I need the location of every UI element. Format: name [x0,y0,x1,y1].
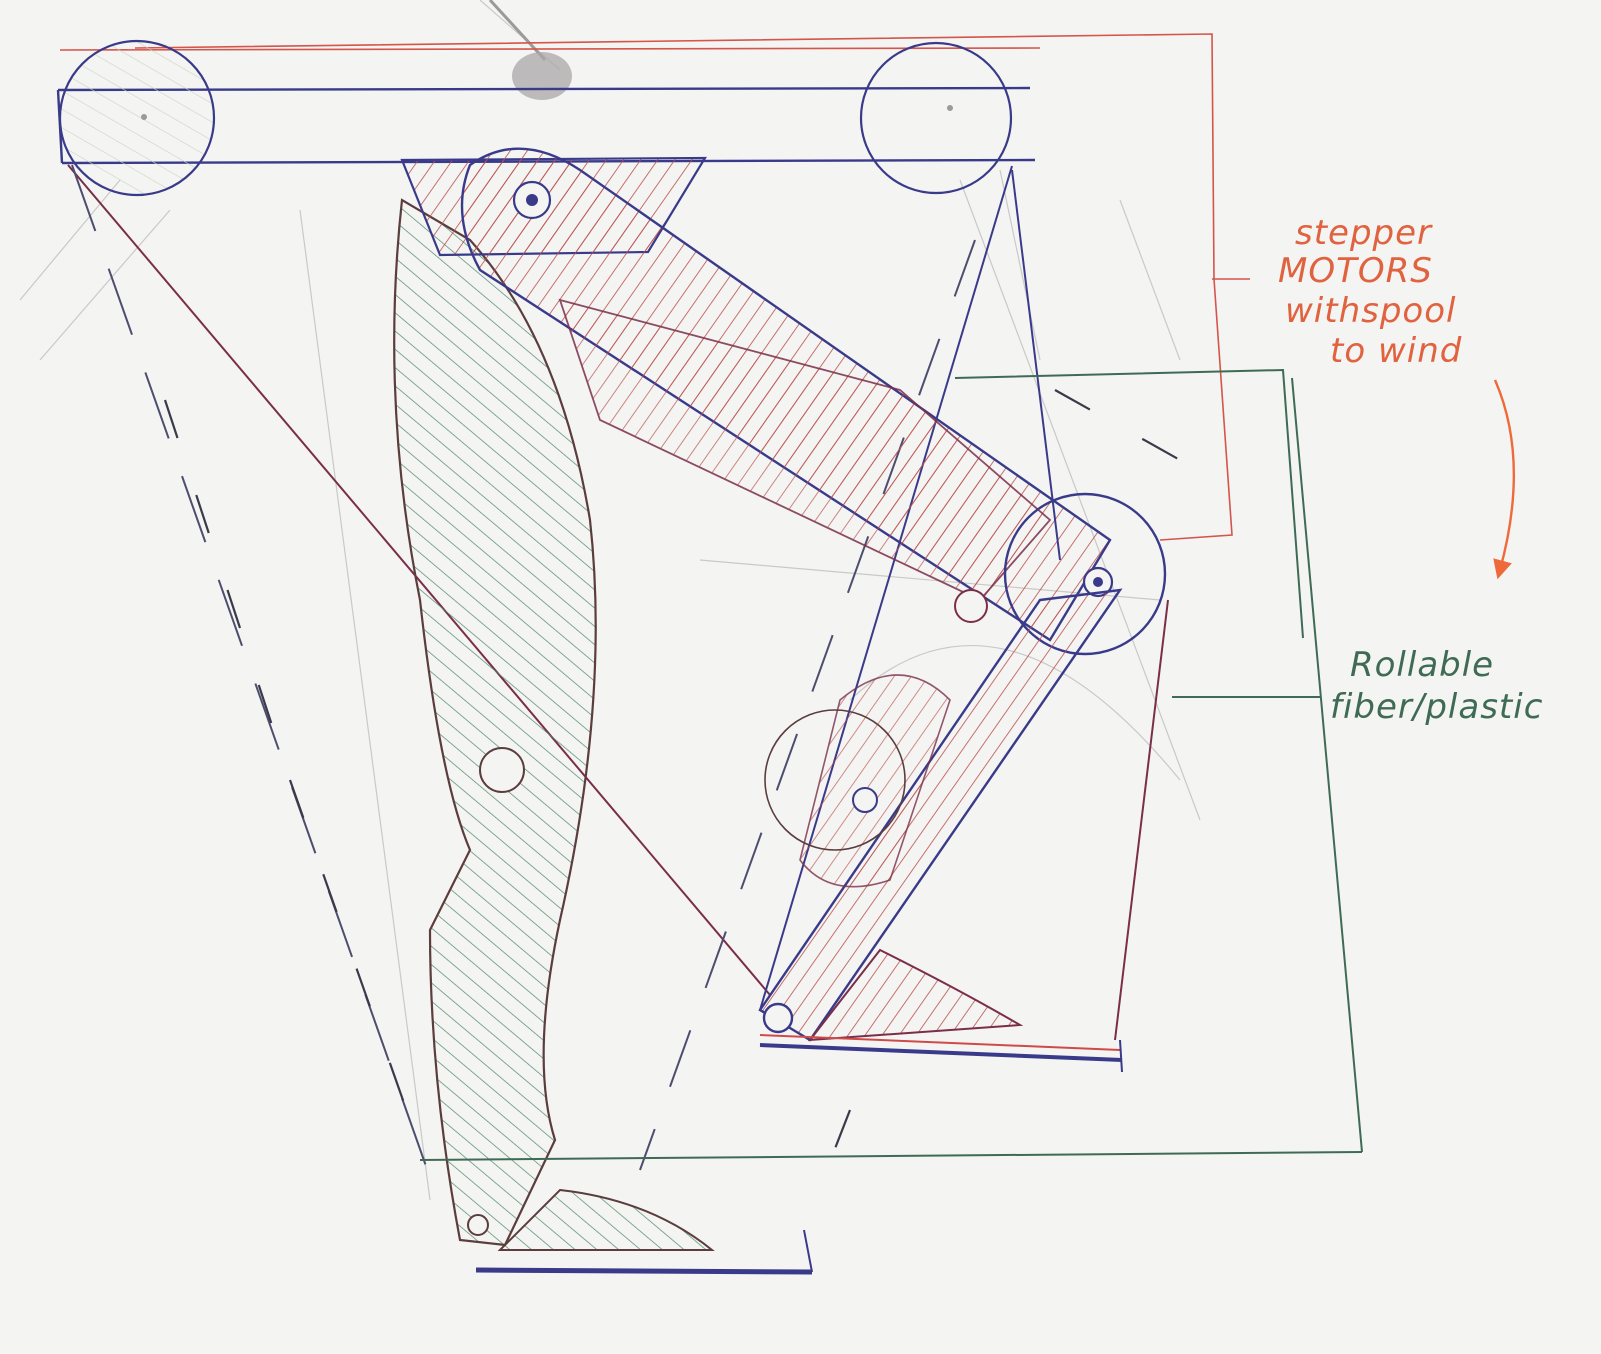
fiber-label: Rollable fiber/plastic [1330,645,1543,727]
stepper-label-line4: to wind [1330,331,1462,371]
right-spool-motor [859,41,1013,195]
knee-spool [1003,492,1167,656]
rollable-fiber-strip [1011,169,1169,1041]
motor-wiring-lines [59,33,1250,541]
left-spool-motor [58,39,216,197]
top-pivot-pencil [488,0,572,100]
front-foot [759,948,1123,1073]
rear-foot [475,1188,813,1275]
stepper-label-line1: stepper [1295,213,1433,253]
stepper-motor-label: stepper MOTORS withspool to wind [1278,213,1462,371]
front-shin [758,588,1123,1042]
fiber-label-line1: Rollable [1350,645,1494,685]
rear-leg [393,198,597,1247]
stepper-label-line3: withspool [1285,291,1456,331]
fiber-label-line2: fiber/plastic [1330,687,1543,727]
green-outline-frame [419,368,1363,1161]
dashed-guides [163,389,1181,1201]
annotation-arrow [1493,379,1516,580]
stepper-label-line2: MOTORS [1278,251,1433,291]
right-tendons [639,165,1013,1171]
upper-link [558,298,1052,623]
